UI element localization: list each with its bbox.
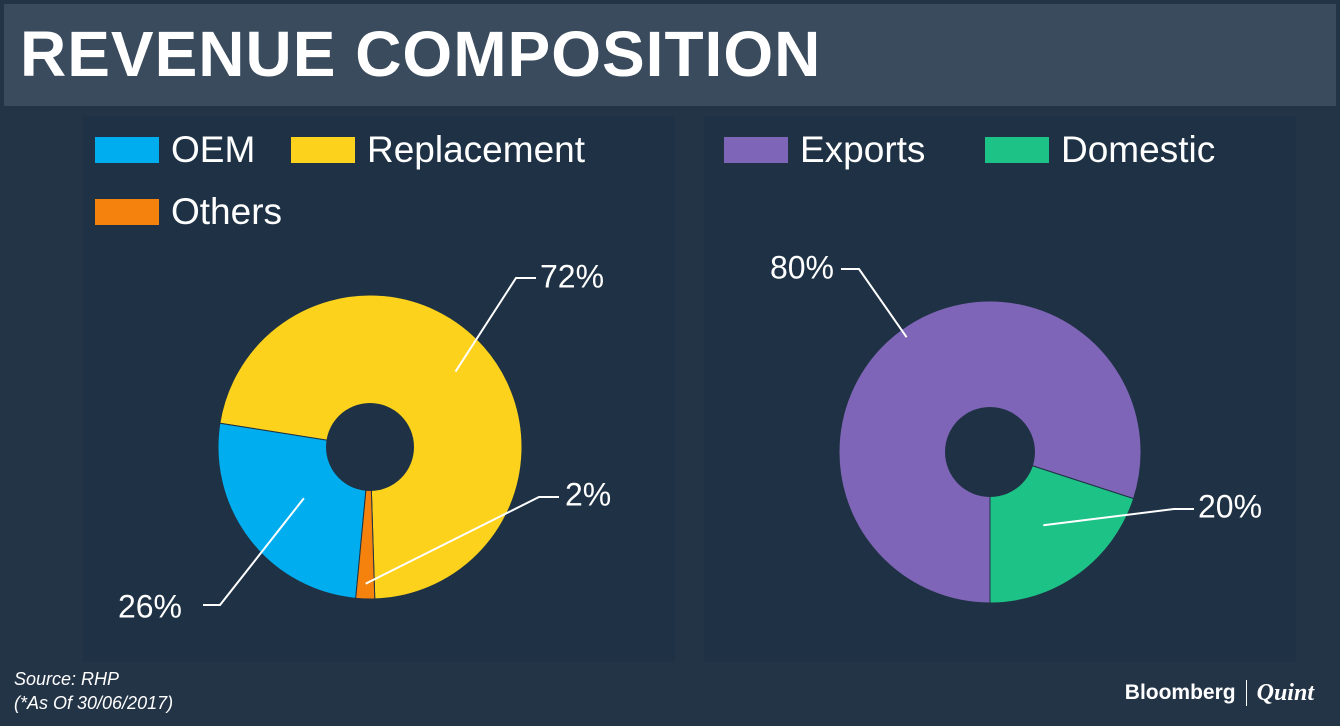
source-text: Source: RHP — [14, 669, 120, 689]
legend-item-others: Others — [95, 192, 282, 232]
legend-swatch-domestic — [985, 137, 1049, 163]
data-label-oem: 26% — [118, 588, 182, 624]
page-title: REVENUE COMPOSITION — [20, 18, 822, 90]
donut-chart-product: 26% 72% 2% — [118, 258, 611, 624]
source-note: Source: RHP (*As Of 30/06/2017) — [14, 667, 173, 715]
legend-label-exports: Exports — [800, 129, 926, 170]
legend-swatch-replacement — [291, 137, 355, 163]
leader-line-domestic — [1043, 508, 1194, 527]
data-label-others: 2% — [565, 476, 611, 512]
legend-swatch-others — [95, 199, 159, 225]
title-bar: REVENUE COMPOSITION — [4, 4, 1336, 106]
data-label-exports: 80% — [770, 249, 834, 285]
legend-label-oem: OEM — [171, 129, 256, 170]
legend-item-replacement: Replacement — [291, 130, 585, 170]
legend-item-exports: Exports — [724, 130, 925, 170]
donut-hole — [945, 407, 1035, 497]
leader-line-others — [365, 496, 559, 585]
legend-swatch-oem — [95, 137, 159, 163]
data-label-domestic: 20% — [1198, 488, 1262, 524]
donut-chart-market: 80% 20% — [770, 249, 1262, 604]
leader-line-oem — [203, 497, 305, 606]
legend-label-replacement: Replacement — [367, 129, 586, 170]
legend-label-others: Others — [171, 191, 283, 232]
date-note: (*As Of 30/06/2017) — [14, 693, 174, 713]
donut-hole — [326, 403, 414, 491]
brand-primary: Bloomberg — [1124, 681, 1236, 704]
legend-item-domestic: Domestic — [985, 130, 1215, 170]
leader-line-exports — [841, 268, 908, 338]
brand-secondary: Quint — [1256, 679, 1314, 706]
legend-label-domestic: Domestic — [1061, 129, 1216, 170]
legend-item-oem: OEM — [95, 130, 255, 170]
chart-panel-product: OEM Replacement Others 26% 72% 2% — [83, 116, 675, 662]
leader-line-replacement — [454, 277, 536, 373]
branding-logo: Bloomberg Quint — [1125, 678, 1314, 708]
brand-divider — [1245, 680, 1247, 706]
legend-swatch-exports — [724, 137, 788, 163]
data-label-replacement: 72% — [540, 258, 604, 294]
chart-panel-market: Exports Domestic 80% 20% — [704, 116, 1296, 662]
